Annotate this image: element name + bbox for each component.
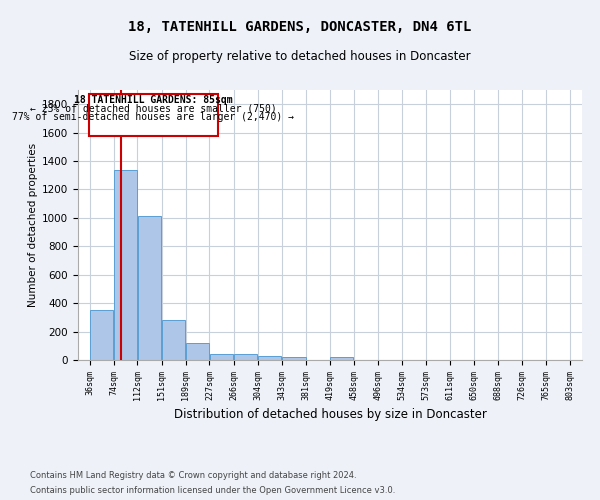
- Bar: [234, 354, 257, 360]
- Text: Size of property relative to detached houses in Doncaster: Size of property relative to detached ho…: [129, 50, 471, 63]
- X-axis label: Distribution of detached houses by size in Doncaster: Distribution of detached houses by size …: [173, 408, 487, 421]
- Text: 18 TATENHILL GARDENS: 85sqm: 18 TATENHILL GARDENS: 85sqm: [74, 95, 233, 105]
- Bar: [138, 216, 161, 360]
- Bar: [283, 357, 305, 360]
- Bar: [330, 357, 353, 360]
- Text: ← 23% of detached houses are smaller (750): ← 23% of detached houses are smaller (75…: [30, 104, 277, 114]
- Text: Contains HM Land Registry data © Crown copyright and database right 2024.: Contains HM Land Registry data © Crown c…: [30, 471, 356, 480]
- Bar: [210, 354, 233, 360]
- Bar: [114, 170, 137, 360]
- Bar: [90, 310, 113, 360]
- Text: 77% of semi-detached houses are larger (2,470) →: 77% of semi-detached houses are larger (…: [13, 112, 295, 122]
- Bar: [258, 356, 281, 360]
- Text: 18, TATENHILL GARDENS, DONCASTER, DN4 6TL: 18, TATENHILL GARDENS, DONCASTER, DN4 6T…: [128, 20, 472, 34]
- Bar: [162, 320, 185, 360]
- Bar: [186, 343, 209, 360]
- FancyBboxPatch shape: [89, 94, 218, 136]
- Text: Contains public sector information licensed under the Open Government Licence v3: Contains public sector information licen…: [30, 486, 395, 495]
- Y-axis label: Number of detached properties: Number of detached properties: [28, 143, 38, 307]
